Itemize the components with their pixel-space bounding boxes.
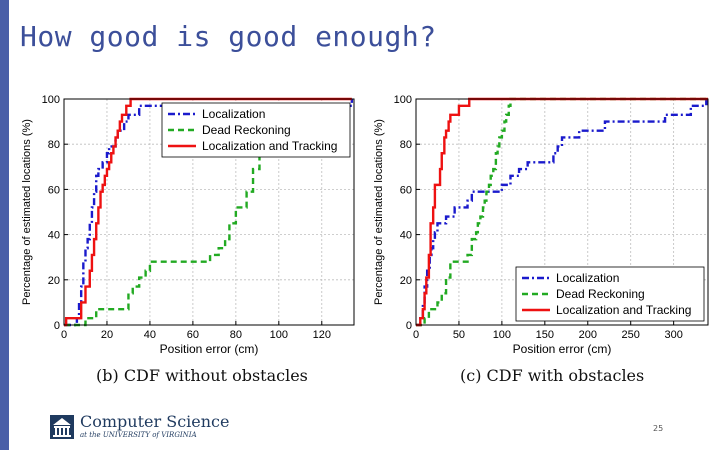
cs-uva-logo: Computer Science at the UNIVERSITY of VI…: [50, 414, 229, 439]
y-tick-label: 60: [48, 184, 60, 196]
series-line-dead-reckoning: [416, 97, 708, 327]
y-tick-label: 100: [394, 94, 412, 106]
x-tick-label: 0: [413, 329, 419, 341]
x-tick-label: 40: [144, 329, 156, 341]
x-tick-label: 20: [101, 329, 113, 341]
x-tick-label: 100: [270, 329, 288, 341]
plot-frame: [415, 98, 709, 326]
y-tick-label: 0: [406, 320, 412, 332]
x-axis-label: Position error (cm): [160, 342, 259, 356]
x-tick-label: 50: [453, 329, 465, 341]
slide-title: How good is good enough?: [20, 20, 437, 53]
x-tick-label: 120: [313, 329, 331, 341]
y-tick-label: 20: [400, 275, 412, 287]
y-tick-label: 40: [48, 230, 60, 242]
y-tick-label: 20: [48, 275, 60, 287]
logo-main-text: Computer Science: [80, 412, 230, 431]
legend-label: Localization and Tracking: [202, 139, 337, 153]
y-tick-label: 100: [42, 94, 60, 106]
x-tick-label: 250: [622, 329, 640, 341]
caption-without-obstacles: (b) CDF without obstacles: [96, 366, 308, 385]
rotunda-icon: [50, 414, 74, 439]
logo-sub-text: at the UNIVERSITY of VIRGINIA: [80, 431, 197, 439]
legend-label: Dead Reckoning: [556, 287, 645, 301]
y-tick-label: 0: [54, 320, 60, 332]
y-tick-label: 80: [400, 139, 412, 151]
x-axis-label: Position error (cm): [513, 342, 612, 356]
plot-frame: [63, 98, 355, 326]
y-tick-label: 40: [400, 230, 412, 242]
cdf-chart-without-obstacles: 0 20 40 60 80 100 120 0 20 40 60 80 100 Position erro…: [21, 94, 355, 356]
legend-label: Dead Reckoning: [202, 123, 291, 137]
y-tick-label: 60: [400, 184, 412, 196]
x-tick-label: 60: [187, 329, 199, 341]
series-line-localization-and-tracking: [64, 97, 352, 327]
x-tick-label: 200: [579, 329, 597, 341]
series-line-localization-and-tracking: [416, 97, 708, 327]
y-tick-label: 80: [48, 139, 60, 151]
slide-accent-bar: [0, 0, 9, 450]
page-number: 25: [653, 424, 664, 433]
legend-label: Localization: [556, 271, 619, 285]
x-tick-label: 150: [536, 329, 554, 341]
x-tick-label: 0: [61, 329, 67, 341]
x-tick-label: 300: [664, 329, 682, 341]
legend-label: Localization and Tracking: [556, 303, 691, 317]
x-tick-label: 100: [493, 329, 511, 341]
y-axis-label: Percentage of estimated locations (%): [21, 119, 33, 305]
legend-label: Localization: [202, 107, 265, 121]
y-axis-label: Percentage of estimated locations (%): [373, 119, 385, 305]
caption-with-obstacles: (c) CDF with obstacles: [460, 366, 645, 385]
x-tick-label: 80: [230, 329, 242, 341]
